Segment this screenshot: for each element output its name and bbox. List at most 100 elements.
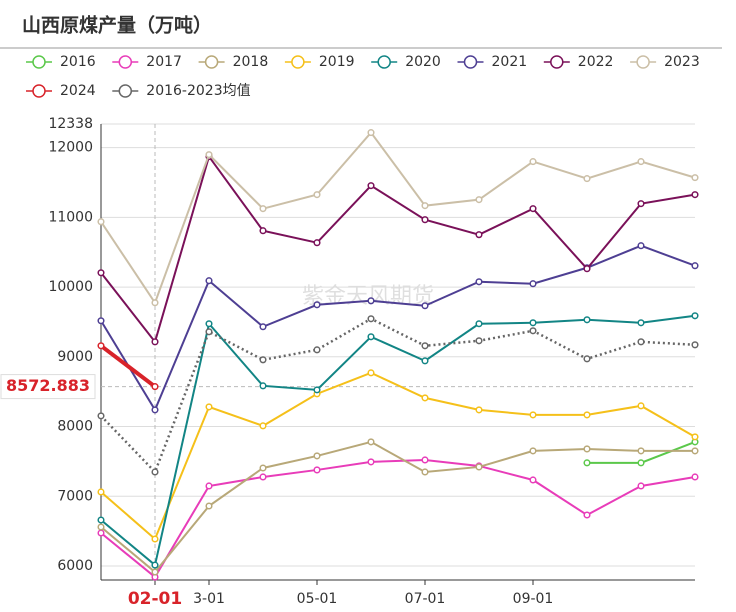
- data-point: [475, 406, 483, 414]
- data-point: [151, 568, 159, 576]
- data-point: [583, 459, 591, 467]
- data-point: [637, 338, 645, 346]
- legend-marker: [636, 55, 650, 69]
- data-point: [421, 202, 429, 210]
- data-point: [529, 411, 537, 419]
- legend-label: 2024: [60, 83, 96, 99]
- legend-label: 2018: [233, 54, 269, 70]
- data-point: [97, 516, 105, 524]
- data-point: [691, 312, 699, 320]
- series-line: [100, 317, 696, 475]
- legend-label: 2022: [578, 54, 614, 70]
- data-point: [637, 447, 645, 455]
- data-point: [367, 129, 375, 137]
- legend-marker: [550, 55, 564, 69]
- series-line: [100, 458, 696, 579]
- data-point: [205, 277, 213, 285]
- data-point: [259, 473, 267, 481]
- data-point: [637, 482, 645, 490]
- data-point: [691, 433, 699, 441]
- data-point: [529, 476, 537, 484]
- data-point: [313, 301, 321, 309]
- data-point: [691, 191, 699, 199]
- data-point: [583, 265, 591, 273]
- y-tick-label: 10000: [48, 279, 93, 295]
- x-tick-label: 09-01: [513, 591, 554, 607]
- data-point: [421, 468, 429, 476]
- data-point: [313, 452, 321, 460]
- data-point: [421, 342, 429, 350]
- data-point: [259, 422, 267, 430]
- y-tick-label: 12000: [48, 140, 93, 156]
- data-point: [367, 333, 375, 341]
- data-point: [259, 205, 267, 213]
- data-point: [583, 175, 591, 183]
- data-point: [367, 315, 375, 323]
- data-point: [637, 459, 645, 467]
- data-point: [259, 227, 267, 235]
- data-point: [97, 342, 105, 350]
- series: [97, 129, 699, 307]
- data-point: [367, 182, 375, 190]
- data-point: [637, 319, 645, 327]
- data-point: [97, 412, 105, 420]
- legend-label: 2016-2023均值: [146, 83, 250, 99]
- series: [97, 369, 699, 543]
- data-point: [529, 447, 537, 455]
- data-point: [475, 463, 483, 471]
- data-point: [205, 151, 213, 159]
- series: [97, 242, 699, 414]
- data-point: [367, 369, 375, 377]
- x-tick-label: 07-01: [405, 591, 446, 607]
- data-point: [151, 406, 159, 414]
- y-tick-label: 11000: [48, 209, 93, 225]
- series: [97, 456, 699, 581]
- legend-marker: [32, 55, 46, 69]
- data-point: [637, 158, 645, 166]
- data-point: [313, 466, 321, 474]
- data-point: [691, 473, 699, 481]
- legend-label: 2017: [146, 54, 182, 70]
- data-point: [583, 445, 591, 453]
- data-point: [313, 386, 321, 394]
- y-tick-label: 9000: [57, 349, 93, 365]
- series-line: [99, 344, 157, 389]
- series: [97, 315, 699, 476]
- x-tick-label: 02-01: [128, 589, 182, 609]
- data-point: [475, 196, 483, 204]
- series: [97, 153, 699, 346]
- series: [583, 438, 699, 467]
- data-point: [637, 200, 645, 208]
- series: [97, 438, 699, 576]
- series-line: [100, 154, 696, 344]
- data-point: [259, 464, 267, 472]
- legend-marker: [204, 55, 219, 69]
- data-point: [421, 357, 429, 365]
- data-point: [205, 403, 213, 411]
- data-point: [475, 337, 483, 345]
- data-point: [475, 231, 483, 239]
- data-point: [151, 299, 159, 307]
- data-point: [151, 535, 159, 543]
- data-point: [367, 297, 375, 305]
- series: [97, 342, 159, 391]
- data-point: [421, 394, 429, 402]
- legend-marker: [291, 55, 305, 69]
- data-point: [583, 411, 591, 419]
- data-point: [97, 218, 105, 226]
- data-point: [691, 174, 699, 182]
- data-point: [583, 511, 591, 519]
- series-line: [100, 314, 696, 567]
- data-point: [205, 328, 213, 336]
- data-point: [529, 280, 537, 288]
- legend-marker: [118, 84, 133, 98]
- data-point: [475, 278, 483, 286]
- data-point: [151, 561, 159, 569]
- legend-marker: [463, 55, 478, 69]
- series: [97, 312, 699, 569]
- data-point: [529, 205, 537, 213]
- data-point: [97, 269, 105, 277]
- data-point: [151, 468, 159, 476]
- data-point: [313, 346, 321, 354]
